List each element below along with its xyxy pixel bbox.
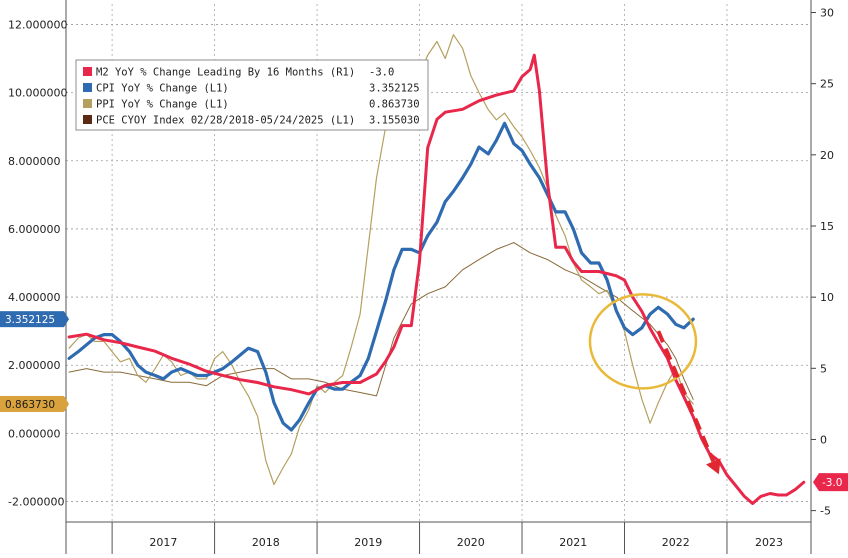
- legend-swatch: [83, 67, 92, 76]
- legend: M2 YoY % Change Leading By 16 Months (R1…: [75, 59, 429, 131]
- last-value-badges: 3.352125 0.863730 -3.0: [0, 311, 848, 492]
- last-value-badge: [0, 311, 64, 328]
- y-right-tick-label: 0: [820, 433, 827, 446]
- last-value-badge: [0, 395, 64, 412]
- y-left-tick-label: -2.000000: [8, 496, 64, 509]
- legend-value: 3.155030: [369, 115, 420, 127]
- y-right-tick-label: 30: [820, 7, 834, 20]
- y-right-tick-label: -5: [820, 505, 831, 518]
- badge-pointer: [813, 473, 825, 492]
- y-left-tick-label: 6.000000: [8, 223, 61, 236]
- x-tick-label: 2022: [662, 536, 690, 549]
- legend-swatch: [83, 99, 92, 108]
- badge-pointer: [64, 395, 69, 412]
- legend-swatch: [83, 83, 92, 92]
- legend-value: 3.352125: [369, 83, 420, 95]
- annotations: [588, 293, 721, 475]
- badge-value: -3.0: [822, 477, 843, 489]
- x-tick-label: 2019: [354, 536, 382, 549]
- x-tick-label: 2023: [755, 536, 783, 549]
- legend-box: [75, 59, 429, 131]
- y-right-tick-label: 15: [820, 220, 834, 233]
- series-line: [68, 34, 694, 486]
- legend-label: CPI YoY % Change (L1): [96, 83, 229, 95]
- y-right-tick-label: 5: [820, 362, 827, 375]
- x-axis: 2017 2018 2019 2020 2021 2022 2023: [111, 522, 783, 554]
- legend-label: PPI YoY % Change (L1): [96, 99, 229, 111]
- legend-label: M2 YoY % Change Leading By 16 Months (R1…: [96, 67, 355, 79]
- series-line: [67, 53, 806, 505]
- x-tick-label: 2018: [252, 536, 280, 549]
- legend-value: 0.863730: [369, 99, 420, 111]
- x-tick-label: 2021: [559, 536, 587, 549]
- y-axis-left: -2.000000 0.000000 2.000000 4.000000 6.00000…: [8, 18, 68, 508]
- series-group: [67, 34, 806, 505]
- x-tick-label: 2017: [149, 536, 177, 549]
- badge-value: 0.863730: [5, 399, 55, 411]
- series-line: [67, 121, 695, 432]
- y-left-tick-label: 0.000000: [8, 427, 61, 440]
- plot-frame: [65, 0, 812, 554]
- y-left-tick-label: 4.000000: [8, 291, 61, 304]
- y-right-tick-label: 20: [820, 149, 834, 162]
- legend-label: PCE CYOY Index 02/28/2018-05/24/2025 (L1…: [96, 115, 355, 127]
- y-left-tick-label: 8.000000: [8, 155, 61, 168]
- y-left-tick-label: 10.000000: [8, 87, 68, 100]
- dashed-arrow-shaft: [656, 330, 716, 463]
- badge-value: 3.352125: [5, 314, 55, 326]
- y-right-tick-label: 25: [820, 78, 834, 91]
- arrow-head: [706, 458, 721, 475]
- y-left-tick-label: 2.000000: [8, 359, 61, 372]
- x-tick-label: 2020: [457, 536, 485, 549]
- y-right-tick-label: 10: [820, 291, 834, 304]
- badge-pointer: [64, 311, 69, 328]
- highlight-ellipse: [588, 293, 698, 390]
- last-value-badge: [825, 473, 848, 492]
- y-axis-right: -5 0 5 10 15 20 25 30: [811, 7, 834, 518]
- grid-lines: [66, 4, 811, 522]
- y-left-tick-label: 12.000000: [8, 18, 68, 31]
- legend-value: -3.0: [369, 67, 394, 79]
- legend-swatch: [83, 115, 92, 124]
